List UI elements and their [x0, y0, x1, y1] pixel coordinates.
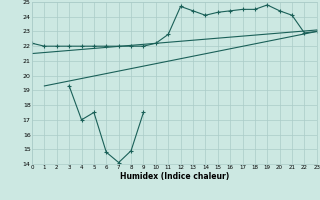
X-axis label: Humidex (Indice chaleur): Humidex (Indice chaleur): [120, 172, 229, 181]
